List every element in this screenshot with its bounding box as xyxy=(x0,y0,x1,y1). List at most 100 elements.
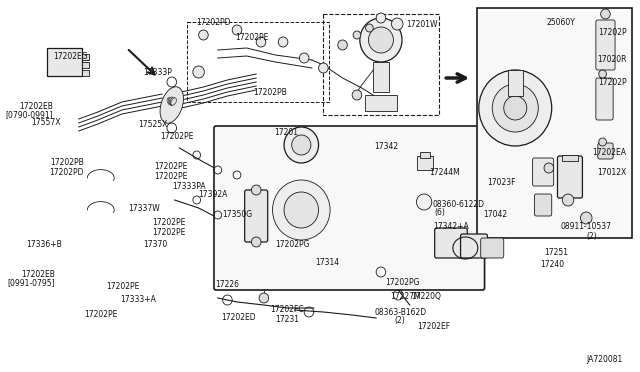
Text: 17202P: 17202P xyxy=(598,78,627,87)
Bar xyxy=(508,70,523,96)
Circle shape xyxy=(259,293,269,303)
Circle shape xyxy=(319,63,328,73)
Text: (6): (6) xyxy=(435,208,445,217)
Text: 08911-10537: 08911-10537 xyxy=(561,222,612,231)
Text: 17202PG: 17202PG xyxy=(275,240,310,249)
Text: 17226: 17226 xyxy=(215,280,239,289)
Circle shape xyxy=(198,30,208,40)
Text: 17202PE: 17202PE xyxy=(154,172,187,181)
Text: 17202PE: 17202PE xyxy=(235,33,268,42)
Text: 17525X: 17525X xyxy=(138,120,168,129)
FancyBboxPatch shape xyxy=(244,190,268,242)
Text: 17342: 17342 xyxy=(374,142,398,151)
Text: 17201: 17201 xyxy=(275,128,298,137)
Circle shape xyxy=(599,138,607,146)
FancyBboxPatch shape xyxy=(596,78,613,120)
Text: 17333P: 17333P xyxy=(143,68,172,77)
Circle shape xyxy=(232,25,242,35)
FancyBboxPatch shape xyxy=(557,156,582,198)
Ellipse shape xyxy=(171,98,177,105)
Text: 17202PG: 17202PG xyxy=(385,278,419,287)
FancyBboxPatch shape xyxy=(461,234,488,258)
Text: 17023F: 17023F xyxy=(487,178,515,187)
Text: (2): (2) xyxy=(587,232,597,241)
Circle shape xyxy=(417,194,432,210)
Text: 17333+A: 17333+A xyxy=(120,295,156,304)
Ellipse shape xyxy=(170,97,175,105)
Text: 17202PE: 17202PE xyxy=(152,218,185,227)
Text: 17231: 17231 xyxy=(275,315,299,324)
Bar xyxy=(483,14,627,232)
Bar xyxy=(477,8,632,238)
Circle shape xyxy=(376,13,386,23)
FancyBboxPatch shape xyxy=(214,126,484,290)
Text: 17251: 17251 xyxy=(544,248,568,257)
Text: 17342+A: 17342+A xyxy=(433,222,468,231)
Text: 17202PE: 17202PE xyxy=(152,228,185,237)
Circle shape xyxy=(284,192,319,228)
Bar xyxy=(81,70,89,76)
Circle shape xyxy=(292,135,311,155)
Text: 17012X: 17012X xyxy=(597,168,627,177)
Text: (2): (2) xyxy=(395,316,406,325)
Text: 17201W: 17201W xyxy=(406,20,437,29)
Circle shape xyxy=(563,194,574,206)
Text: 17020R: 17020R xyxy=(597,55,627,64)
Circle shape xyxy=(338,40,348,50)
FancyBboxPatch shape xyxy=(596,20,615,70)
Text: [0991-0795]: [0991-0795] xyxy=(7,278,54,287)
Text: 17240: 17240 xyxy=(540,260,564,269)
Circle shape xyxy=(369,27,394,53)
Text: 17202EG: 17202EG xyxy=(54,52,88,61)
Circle shape xyxy=(353,31,361,39)
Circle shape xyxy=(193,66,204,78)
FancyBboxPatch shape xyxy=(435,228,467,258)
Text: JA720081: JA720081 xyxy=(586,355,623,364)
Text: 17202PE: 17202PE xyxy=(154,162,187,171)
Bar xyxy=(81,62,89,68)
Text: 17202PD: 17202PD xyxy=(49,168,83,177)
Text: 17202P: 17202P xyxy=(598,28,627,37)
Text: 17202EF: 17202EF xyxy=(417,322,451,331)
Bar xyxy=(47,48,81,76)
Text: 17333PA: 17333PA xyxy=(173,182,206,191)
Circle shape xyxy=(300,53,309,63)
Text: 17227M: 17227M xyxy=(390,292,421,301)
Circle shape xyxy=(252,237,261,247)
Text: 17042: 17042 xyxy=(483,210,508,219)
Circle shape xyxy=(599,70,607,78)
Text: 17202PB: 17202PB xyxy=(50,158,83,167)
Bar xyxy=(187,22,329,102)
FancyBboxPatch shape xyxy=(534,194,552,216)
Circle shape xyxy=(360,18,402,62)
Text: 17220Q: 17220Q xyxy=(412,292,442,301)
Circle shape xyxy=(256,37,266,47)
Circle shape xyxy=(504,96,527,120)
Text: 08363-B162D: 08363-B162D xyxy=(374,308,426,317)
Text: 17392A: 17392A xyxy=(198,190,227,199)
Text: 17202EA: 17202EA xyxy=(593,148,627,157)
Text: 17202PE: 17202PE xyxy=(106,282,139,291)
Circle shape xyxy=(479,70,552,146)
Circle shape xyxy=(284,127,319,163)
Circle shape xyxy=(273,180,330,240)
Text: 17202PE: 17202PE xyxy=(161,132,194,141)
Ellipse shape xyxy=(168,97,173,105)
Text: 17202FC: 17202FC xyxy=(270,305,304,314)
Text: 25060Y: 25060Y xyxy=(547,18,576,27)
Circle shape xyxy=(492,84,538,132)
Bar xyxy=(323,14,438,115)
Bar xyxy=(420,152,430,158)
Text: 17202EB: 17202EB xyxy=(19,102,52,111)
Text: 17202PD: 17202PD xyxy=(196,18,230,27)
Circle shape xyxy=(278,37,288,47)
Circle shape xyxy=(252,185,261,195)
Text: 17557X: 17557X xyxy=(31,118,60,127)
Text: 17202ED: 17202ED xyxy=(221,313,256,322)
Circle shape xyxy=(392,18,403,30)
Text: 17370: 17370 xyxy=(143,240,168,249)
Ellipse shape xyxy=(167,98,173,105)
Bar xyxy=(81,54,89,60)
Circle shape xyxy=(601,9,611,19)
Circle shape xyxy=(352,90,362,100)
